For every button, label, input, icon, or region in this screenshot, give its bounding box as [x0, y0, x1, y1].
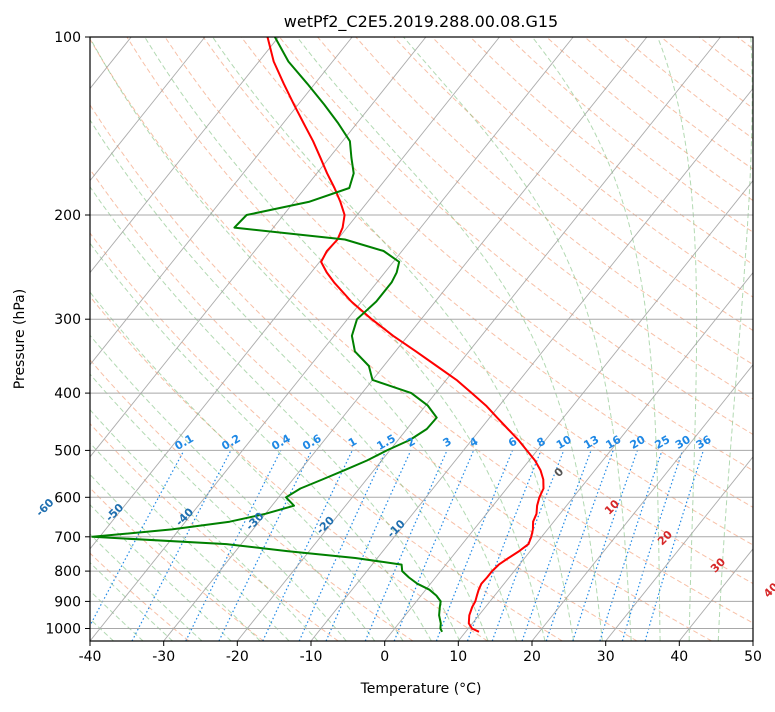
x-tick-label: 10 [449, 649, 467, 665]
y-tick-label: 100 [54, 30, 81, 46]
x-tick-label: 0 [380, 649, 389, 665]
y-tick-label: 500 [54, 443, 81, 459]
y-tick-label: 600 [54, 490, 81, 506]
y-tick-label: 700 [54, 530, 81, 546]
y-tick-label: 1000 [45, 622, 81, 638]
y-tick-label: 900 [54, 594, 81, 610]
x-tick-label: 20 [523, 649, 541, 665]
y-tick-label: 200 [54, 208, 81, 224]
y-tick-label: 800 [54, 564, 81, 580]
x-tick-label: -40 [79, 649, 102, 665]
x-tick-label: 50 [744, 649, 762, 665]
x-tick-label: 30 [597, 649, 615, 665]
x-tick-label: -10 [300, 649, 323, 665]
y-tick-label: 400 [54, 386, 81, 402]
x-tick-label: -30 [152, 649, 175, 665]
x-axis-label: Temperature (°C) [360, 681, 482, 697]
y-axis-label: Pressure (hPa) [12, 289, 28, 389]
y-tick-label: 300 [54, 312, 81, 328]
x-tick-label: -20 [226, 649, 249, 665]
x-tick-label: 40 [670, 649, 688, 665]
chart-title: wetPf2_C2E5.2019.288.00.08.G15 [284, 12, 558, 32]
